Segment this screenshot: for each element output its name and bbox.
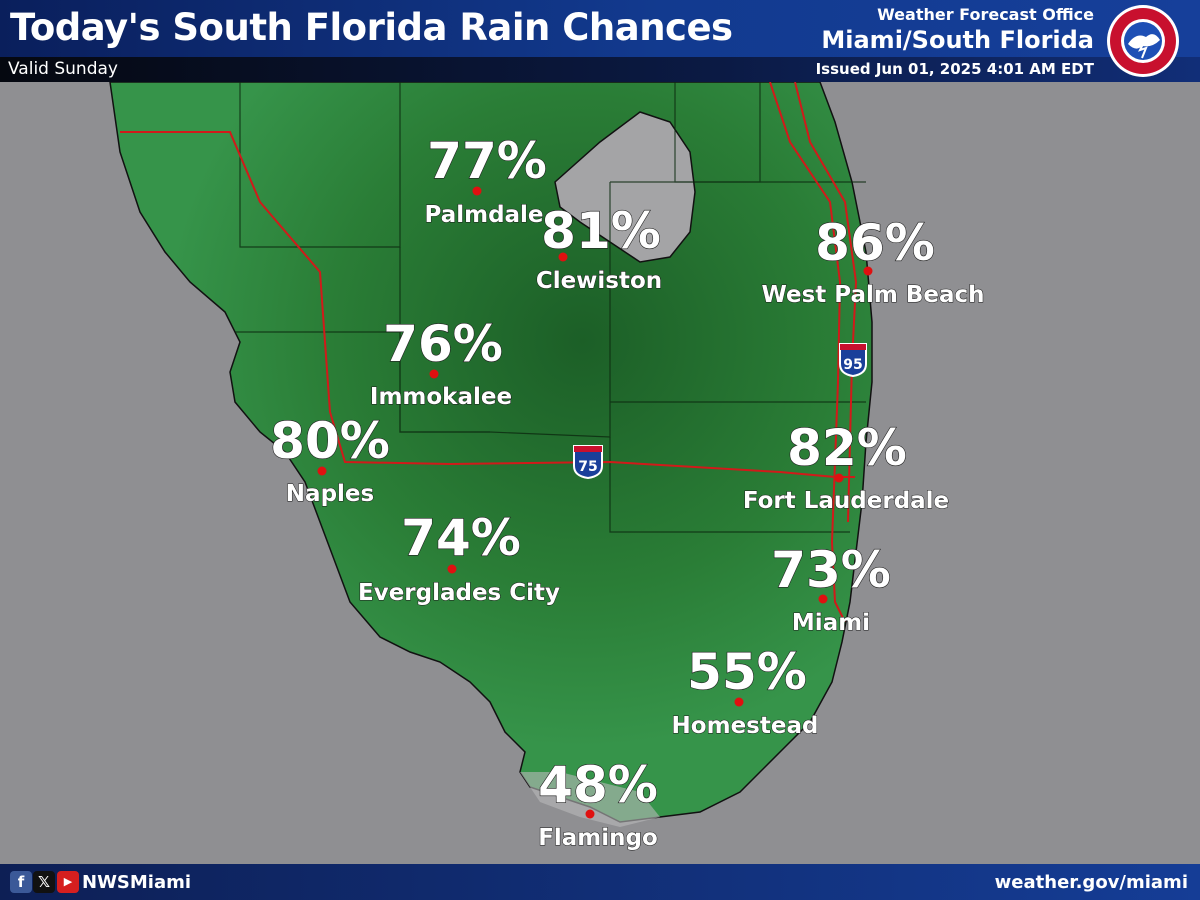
issued-time: Issued Jun 01, 2025 4:01 AM EDT xyxy=(815,60,1094,78)
interstate-75-shield: 75 xyxy=(573,445,603,480)
facebook-icon[interactable]: f xyxy=(10,871,32,893)
rain-chance-value: 81% xyxy=(541,202,661,260)
location-dot xyxy=(834,473,844,483)
office-name: Miami/South Florida xyxy=(821,26,1094,54)
location-homestead: 55% Homestead xyxy=(671,642,819,739)
footer-bar xyxy=(0,864,1200,900)
location-dot xyxy=(472,186,482,196)
location-label: Everglades City xyxy=(358,580,560,606)
rain-chance-map: 95 75 77% Palmdale 81% Clewiston 86% Wes… xyxy=(0,82,1200,864)
rain-chance-value: 86% xyxy=(815,214,935,272)
location-dot xyxy=(818,594,828,604)
location-miami: 73% Miami xyxy=(771,540,892,636)
location-dot xyxy=(558,252,568,262)
svg-text:95: 95 xyxy=(843,357,862,373)
rain-chance-value: 80% xyxy=(270,412,390,470)
rain-chance-value: 48% xyxy=(538,756,658,814)
location-label: Clewiston xyxy=(536,268,662,294)
location-dot xyxy=(317,466,327,476)
valid-day: Valid Sunday xyxy=(8,59,118,79)
highway-lines xyxy=(120,82,858,623)
svg-text:75: 75 xyxy=(578,459,597,475)
office-label: Weather Forecast Office xyxy=(877,5,1094,24)
location-west-palm-beach: 86% West Palm Beach xyxy=(761,213,985,308)
rain-chance-value: 82% xyxy=(787,419,907,477)
rain-chance-value: 55% xyxy=(687,643,807,701)
valid-bar xyxy=(0,57,1200,82)
interstate-95-shield: 95 xyxy=(839,343,867,378)
location-palmdale: 77% Palmdale xyxy=(424,131,547,228)
county-lines xyxy=(235,82,866,533)
lake-okeechobee xyxy=(554,111,696,263)
location-label: Naples xyxy=(286,481,374,507)
rain-chance-value: 76% xyxy=(383,315,503,373)
location-everglades-city: 74% Everglades City xyxy=(357,508,560,606)
page-title: Today's South Florida Rain Chances xyxy=(10,6,733,49)
location-label: Palmdale xyxy=(424,202,543,228)
location-naples: 80% Naples xyxy=(270,411,391,507)
location-label: Fort Lauderdale xyxy=(743,488,949,514)
location-label: Immokalee xyxy=(370,384,512,410)
location-dot xyxy=(863,266,873,276)
rain-chance-value: 74% xyxy=(401,509,521,567)
location-flamingo: 48% Flamingo xyxy=(538,755,659,851)
location-dot xyxy=(734,697,744,707)
location-clewiston: 81% Clewiston xyxy=(535,201,662,294)
location-label: West Palm Beach xyxy=(761,282,984,308)
location-label: Miami xyxy=(792,610,870,636)
location-immokalee: 76% Immokalee xyxy=(369,314,512,410)
rain-chance-value: 77% xyxy=(427,132,547,190)
location-label: Flamingo xyxy=(538,825,658,851)
youtube-icon[interactable]: ▶ xyxy=(57,871,79,893)
location-dot xyxy=(429,369,439,379)
website-link[interactable]: weather.gov/miami xyxy=(994,872,1188,893)
location-dot xyxy=(585,809,595,819)
x-icon[interactable]: 𝕏 xyxy=(33,871,55,893)
nws-logo-icon xyxy=(1107,5,1179,77)
social-handle[interactable]: NWSMiami xyxy=(82,872,192,893)
location-fort-lauderdale: 82% Fort Lauderdale xyxy=(742,418,949,514)
location-label: Homestead xyxy=(672,713,819,739)
cape-sable-patch xyxy=(520,772,660,827)
rain-chance-value: 73% xyxy=(771,541,891,599)
location-dot xyxy=(447,564,457,574)
